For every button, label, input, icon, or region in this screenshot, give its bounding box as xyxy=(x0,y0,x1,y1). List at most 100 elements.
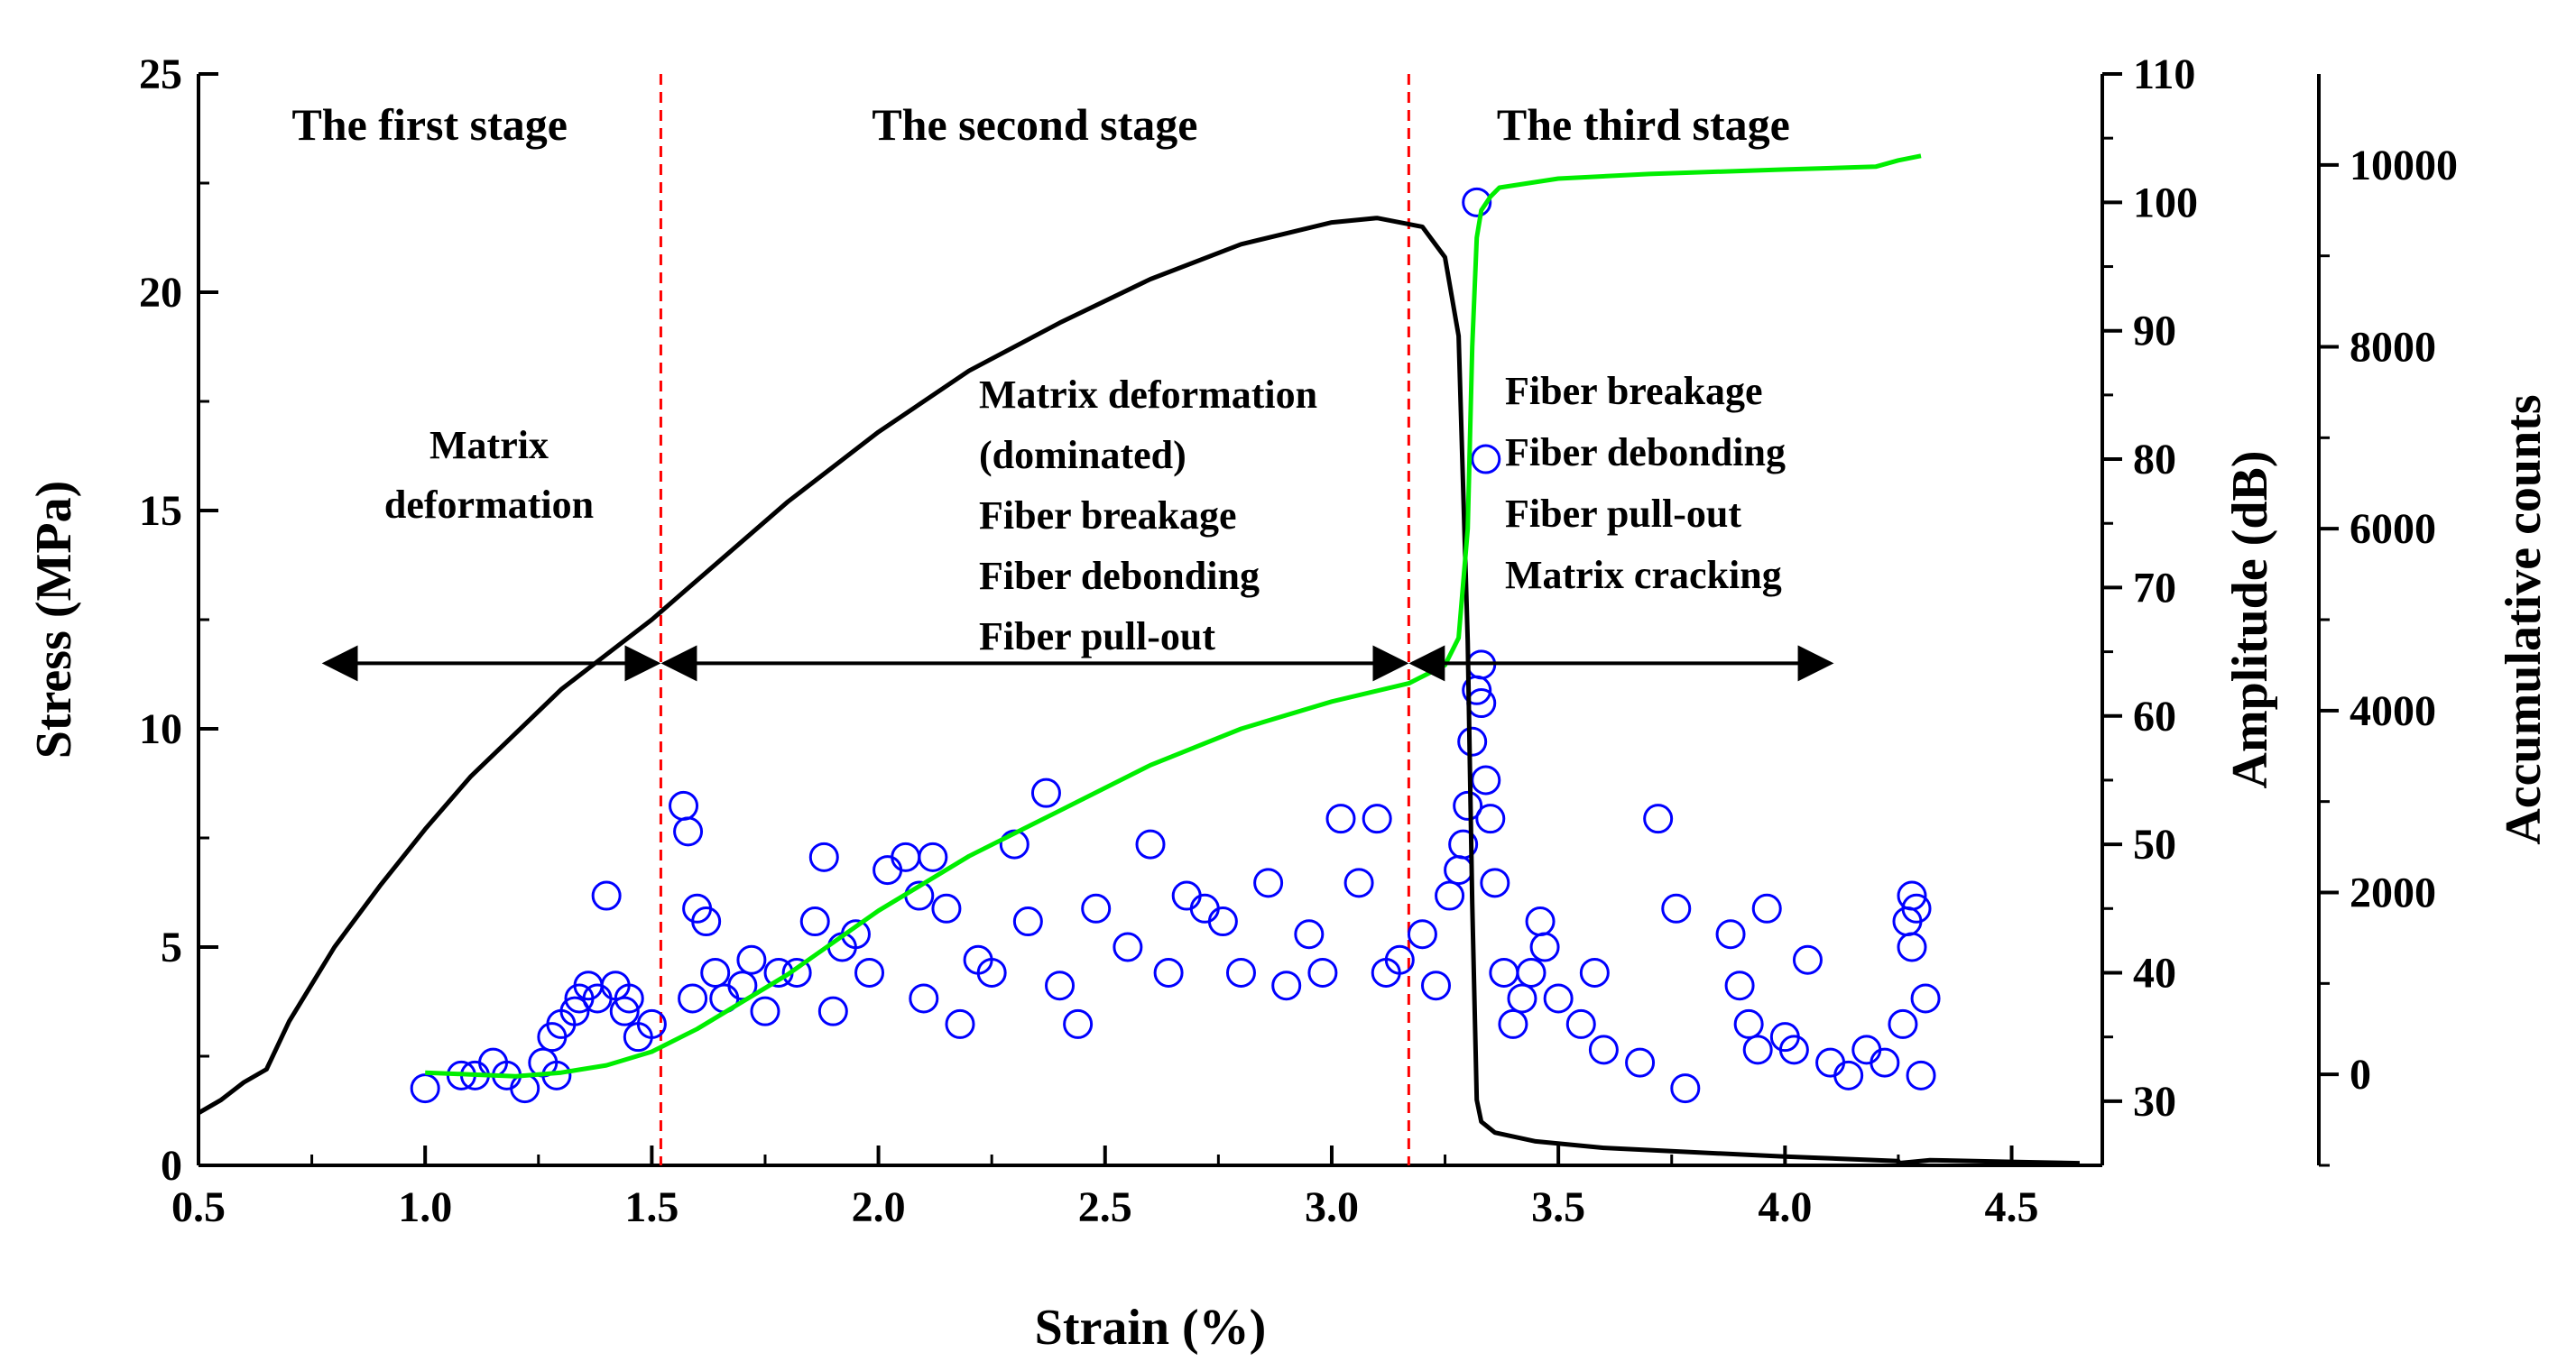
amplitude-point xyxy=(1462,187,1492,217)
y-tick-label: 5 xyxy=(161,924,182,971)
stage2-annotation: Fiber debonding xyxy=(979,554,1260,598)
stage-title-1: The first stage xyxy=(291,99,568,150)
amplitude-point xyxy=(1045,971,1076,1001)
x-tick-label: 4.0 xyxy=(1758,1183,1812,1231)
amplitude-point xyxy=(1384,944,1415,975)
amplitude-point xyxy=(1135,829,1166,860)
amplitude-point xyxy=(410,1073,440,1104)
amplitude-point xyxy=(1851,1035,1882,1065)
x-tick-label: 1.5 xyxy=(624,1183,679,1231)
amplitude-point xyxy=(1171,880,1202,911)
y-tick-label: 15 xyxy=(139,487,182,535)
amplitude-point xyxy=(1081,893,1112,924)
amplitude-point xyxy=(1294,919,1325,950)
stage1-annotation: Matrix xyxy=(429,423,549,467)
x-axis-title: Strain (%) xyxy=(1035,1300,1267,1356)
amplitude-point xyxy=(1113,932,1143,962)
stage-title-2: The second stage xyxy=(872,99,1197,150)
stage2-annotation: Fiber breakage xyxy=(979,493,1237,538)
amplitude-point xyxy=(1906,1060,1936,1090)
amplitude-point xyxy=(1815,1047,1846,1078)
data-lines xyxy=(197,153,2080,1166)
amplitude-point xyxy=(1525,906,1556,937)
amplitude-point xyxy=(1030,778,1061,808)
amplitude-point xyxy=(1661,893,1692,924)
amplitude-point xyxy=(609,996,640,1026)
stage3-annotation: Matrix cracking xyxy=(1505,553,1782,597)
y2-axis-title: Amplitude (dB) xyxy=(2222,451,2278,789)
amplitude-point xyxy=(636,1008,667,1039)
x-tick-label: 1.0 xyxy=(398,1183,452,1231)
amplitude-point xyxy=(976,957,1007,988)
y2-tick-label: 110 xyxy=(2133,51,2195,98)
amplitude-point xyxy=(1480,868,1510,898)
amplitude-point xyxy=(1271,971,1302,1001)
amplitude-point xyxy=(799,906,830,937)
stage3-annotation: Fiber breakage xyxy=(1505,369,1763,413)
y2-tick-label: 60 xyxy=(2133,693,2176,741)
amplitude-point xyxy=(1543,983,1574,1014)
amplitude-point xyxy=(1643,804,1674,834)
y2-tick-label: 50 xyxy=(2133,821,2176,869)
y-tick-label: 20 xyxy=(139,269,182,317)
chart-frame xyxy=(197,72,2339,1167)
amplitude-point xyxy=(1870,1047,1900,1078)
amplitude-point xyxy=(1453,790,1483,821)
amplitude-point xyxy=(909,983,939,1014)
amplitude-point xyxy=(1792,944,1823,975)
accumulative-counts-curve xyxy=(425,153,1922,1079)
amplitude-point xyxy=(1153,957,1184,988)
y2-tick-label: 90 xyxy=(2133,308,2176,355)
y3-tick-label: 2000 xyxy=(2350,870,2436,917)
amplitude-point xyxy=(1471,444,1501,474)
amplitude-point xyxy=(1225,957,1256,988)
amplitude-point xyxy=(1325,804,1356,834)
x-tick-label: 2.5 xyxy=(1078,1183,1132,1231)
y3-tick-label: 4000 xyxy=(2350,687,2436,735)
y-axis-title: Stress (MPa) xyxy=(26,481,82,759)
x-tick-label: 0.5 xyxy=(171,1183,226,1231)
amplitude-point xyxy=(510,1073,540,1104)
stage1-annotation: deformation xyxy=(384,483,594,527)
amplitude-point xyxy=(673,816,704,847)
amplitude-point xyxy=(854,957,885,988)
x-tick-label: 4.5 xyxy=(1985,1183,2039,1231)
stage3-annotation: Fiber debonding xyxy=(1505,430,1786,474)
y2-tick-label: 70 xyxy=(2133,564,2176,612)
amplitude-point xyxy=(1565,1008,1596,1039)
x-tick-label: 3.0 xyxy=(1305,1183,1359,1231)
amplitude-point xyxy=(1733,1008,1764,1039)
amplitude-point xyxy=(999,829,1029,860)
amplitude-point xyxy=(873,855,903,886)
stress-curve xyxy=(197,216,2080,1166)
amplitude-point xyxy=(1343,868,1374,898)
amplitude-point xyxy=(1507,983,1537,1014)
amplitude-point xyxy=(614,983,644,1014)
amplitude-point xyxy=(891,842,921,872)
amplitude-point xyxy=(1421,971,1451,1001)
amplitude-point xyxy=(1362,804,1392,834)
amplitude-point xyxy=(1471,765,1501,796)
amplitude-point xyxy=(1888,1008,1918,1039)
y3-tick-label: 6000 xyxy=(2350,505,2436,553)
y-tick-label: 10 xyxy=(139,705,182,753)
amplitude-point xyxy=(918,842,948,872)
amplitude-point xyxy=(1435,880,1465,911)
amplitude-point xyxy=(1457,726,1488,757)
y-tick-label: 25 xyxy=(139,51,182,98)
amplitude-point xyxy=(1063,1008,1094,1039)
amplitude-point xyxy=(1715,919,1746,950)
amplitude-point xyxy=(691,906,722,937)
amplitude-point xyxy=(1670,1073,1701,1104)
x-tick-label: 3.5 xyxy=(1531,1183,1585,1231)
amplitude-point xyxy=(1207,906,1238,937)
amplitude-point xyxy=(1751,893,1782,924)
amplitude-point xyxy=(1012,906,1043,937)
amplitude-point xyxy=(1407,919,1437,950)
amplitude-point xyxy=(669,790,699,821)
x-tick-label: 2.0 xyxy=(852,1183,906,1231)
amplitude-point xyxy=(1307,957,1338,988)
amplitude-point xyxy=(931,893,962,924)
amplitude-point xyxy=(1897,932,1927,962)
